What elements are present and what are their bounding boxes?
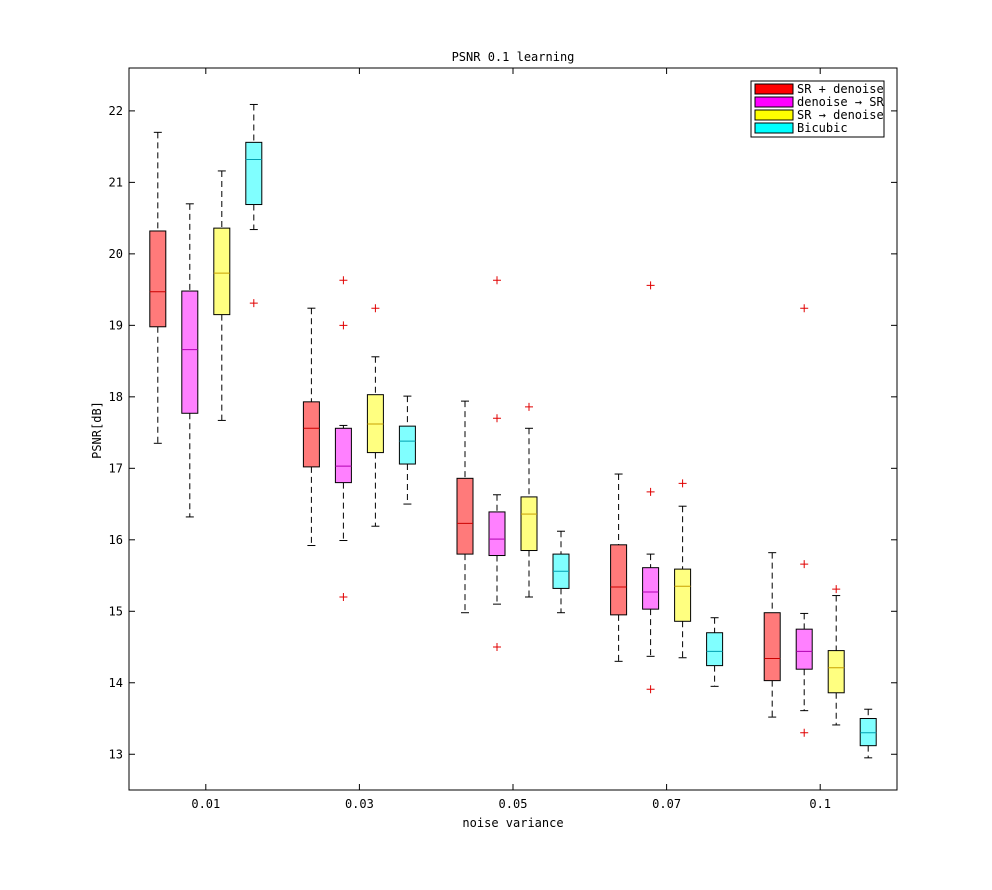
box-iqr <box>642 567 660 610</box>
chart-title: PSNR 0.1 learning <box>452 50 575 64</box>
x-tick-label: 0.1 <box>809 797 831 811</box>
box-iqr <box>181 290 199 414</box>
box-iqr <box>520 496 538 552</box>
box-2-0 <box>213 170 231 421</box>
box-2-1 <box>366 304 384 527</box>
box-0-4 <box>763 552 781 718</box>
box-iqr <box>149 230 167 328</box>
y-tick-label: 17 <box>109 461 123 475</box>
legend-swatch <box>754 96 794 108</box>
box-0-3 <box>610 473 628 662</box>
box-3-0 <box>245 103 263 308</box>
outlier-marker <box>339 276 348 285</box>
y-tick-label: 20 <box>109 247 123 261</box>
legend-label: SR + denoise <box>797 82 884 96</box>
box-iqr <box>456 477 474 555</box>
legend-swatch <box>754 122 794 134</box>
box-series-group <box>149 103 877 759</box>
box-0-0 <box>149 131 167 444</box>
box-iqr <box>674 568 692 622</box>
y-tick-label: 22 <box>109 104 123 118</box>
box-iqr <box>706 632 724 667</box>
box-1-0 <box>181 203 199 518</box>
box-iqr <box>302 401 320 468</box>
box-0-2 <box>456 400 474 614</box>
outlier-marker <box>832 585 841 594</box>
y-tick-label: 21 <box>109 175 123 189</box>
box-1-3 <box>642 281 660 694</box>
box-iqr <box>245 141 263 206</box>
outlier-marker <box>493 643 501 652</box>
box-1-1 <box>334 276 352 601</box>
box-iqr <box>827 650 845 694</box>
y-tick-label: 13 <box>109 747 123 761</box>
outlier-marker <box>525 402 533 411</box>
box-3-4 <box>859 708 877 759</box>
outlier-marker <box>800 560 809 569</box>
y-axis: 13 14 15 16 17 18 19 20 21 22 <box>109 104 897 761</box>
y-tick-label: 18 <box>109 390 123 404</box>
y-tick-label: 16 <box>109 533 123 547</box>
x-axis-label: noise variance <box>462 816 563 830</box>
x-axis: 0.01 0.03 0.05 0.07 0.1 <box>191 68 831 811</box>
box-1-2 <box>488 276 506 652</box>
legend-label: Bicubic <box>797 121 848 135</box>
outlier-marker <box>493 414 501 423</box>
box-iqr <box>763 612 781 682</box>
box-3-2 <box>552 530 570 614</box>
outlier-marker <box>678 479 687 488</box>
legend-label: denoise → SR <box>797 95 884 109</box>
outlier-marker <box>800 304 809 313</box>
outlier-marker <box>646 685 655 694</box>
outlier-marker <box>646 281 655 290</box>
legend-label: SR → denoise <box>797 108 884 122</box>
legend-swatch <box>754 83 794 95</box>
box-2-2 <box>520 402 538 598</box>
outlier-marker <box>249 299 258 308</box>
box-1-4 <box>795 304 813 737</box>
box-iqr <box>398 425 416 465</box>
outlier-marker <box>646 487 655 496</box>
x-tick-label: 0.07 <box>652 797 681 811</box>
box-iqr <box>610 544 628 616</box>
outlier-marker <box>339 321 348 330</box>
box-2-4 <box>827 585 845 726</box>
outlier-marker <box>339 592 348 601</box>
x-tick-label: 0.01 <box>191 797 220 811</box>
outlier-marker <box>800 728 809 737</box>
x-tick-label: 0.03 <box>345 797 374 811</box>
box-iqr <box>488 511 506 557</box>
box-iqr <box>859 718 877 747</box>
box-3-3 <box>706 617 724 687</box>
box-iqr <box>795 628 813 670</box>
y-tick-label: 19 <box>109 318 123 332</box>
plot-area <box>128 67 898 791</box>
box-2-3 <box>674 479 692 659</box>
outlier-marker <box>493 276 501 285</box>
y-axis-label: PSNR[dB] <box>90 401 104 459</box>
box-0-1 <box>302 307 320 547</box>
box-iqr <box>334 427 352 484</box>
x-tick-label: 0.05 <box>499 797 528 811</box>
y-tick-label: 15 <box>109 604 123 618</box>
outlier-marker <box>371 304 380 313</box>
y-tick-label: 14 <box>109 676 123 690</box>
legend-swatch <box>754 109 794 121</box>
box-iqr <box>213 227 231 316</box>
box-3-1 <box>398 395 416 505</box>
